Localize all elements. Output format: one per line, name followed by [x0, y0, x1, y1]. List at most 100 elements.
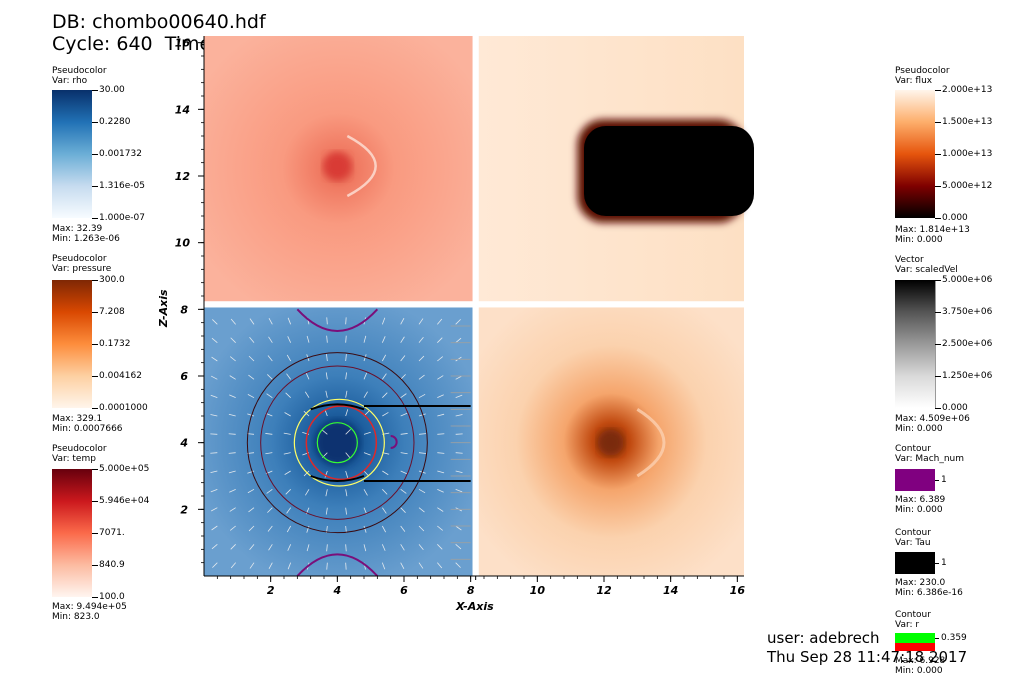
velocity-arrow	[248, 355, 255, 362]
velocity-arrow	[474, 376, 480, 379]
velocity-arrow	[381, 317, 386, 325]
legend-flux-min: Min: 0.000	[895, 235, 943, 245]
velocity-arrow	[230, 562, 236, 569]
legend-mach-min: Min: 0.000	[895, 505, 943, 515]
legend-tau-header: Contour Var: Tau	[895, 528, 931, 548]
velocity-arrow	[268, 318, 273, 325]
velocity-arrow	[303, 470, 310, 477]
legend-temp-title: Pseudocolor	[52, 444, 107, 454]
velocity-arrow	[287, 562, 292, 570]
velocity-arrow	[455, 414, 463, 417]
velocity-arrow	[326, 525, 328, 533]
velocity-arrow	[437, 433, 445, 435]
velocity-arrow	[437, 562, 443, 569]
legend-rho-tick-label: 0.2280	[99, 117, 131, 127]
legend-velocity-colorbar	[895, 280, 936, 408]
velocity-arrow	[437, 544, 443, 550]
velocity-arrow	[268, 544, 273, 551]
velocity-arrow	[246, 433, 255, 435]
legend-mach-header: Contour Var: Mach_num	[895, 444, 964, 464]
legend-flux-tick-label: 1.500e+13	[942, 117, 993, 127]
velocity-arrow	[229, 507, 236, 512]
legend-temp-colorbar	[52, 469, 92, 597]
velocity-arrow	[322, 452, 328, 458]
velocity-arrow	[437, 413, 445, 417]
legend-rho-title: Pseudocolor	[52, 66, 107, 76]
velocity-arrow	[302, 431, 310, 435]
velocity-arrow	[400, 355, 406, 362]
velocity-arrow	[228, 452, 236, 454]
legend-r-max: Max: 6.928	[895, 656, 946, 666]
legend-rho-tick-mark	[92, 90, 98, 91]
velocity-arrow	[363, 470, 370, 477]
legend-pressure-tick-label: 0.004162	[99, 371, 142, 381]
legend-rho-tick-label: 30.00	[99, 85, 125, 95]
legend-r-header: Contour Var: r	[895, 610, 931, 630]
velocity-arrow	[363, 372, 368, 380]
velocity-arrow	[265, 452, 273, 455]
y-tick-label: 4	[179, 437, 188, 450]
legend-r-min: Min: 0.000	[895, 666, 943, 676]
velocity-arrow	[363, 431, 371, 435]
velocity-arrow	[363, 562, 366, 570]
x-tick-label: 6	[400, 584, 408, 597]
velocity-arrow	[284, 412, 291, 417]
velocity-arrow	[400, 489, 407, 494]
legend-mach-max: Max: 6.389	[895, 495, 946, 505]
velocity-arrow	[381, 354, 387, 362]
x-tick-label: 10	[530, 584, 546, 597]
legend-r-swatch	[895, 633, 935, 651]
legend-pressure-tick-mark	[92, 280, 98, 281]
velocity-arrow	[455, 562, 461, 568]
velocity-arrow	[418, 433, 427, 435]
velocity-arrow	[345, 452, 351, 459]
legend-tau-min: Min: 6.386e-16	[895, 588, 963, 598]
legend-velocity-header: Vector Var: scaledVel	[895, 255, 958, 275]
velocity-arrow	[306, 544, 310, 552]
velocity-arrow	[345, 470, 349, 478]
velocity-arrow	[363, 410, 370, 417]
legend-temp-tick-label: 840.9	[99, 560, 125, 570]
velocity-arrow	[266, 489, 273, 494]
velocity-arrow	[283, 432, 291, 435]
velocity-arrow	[474, 339, 480, 343]
legend-pressure-tick-label: 7.208	[99, 307, 125, 317]
velocity-arrow	[229, 356, 236, 362]
legend-flux-tick-label: 0.000	[942, 213, 968, 223]
density-core	[315, 420, 360, 465]
velocity-arrow	[474, 453, 481, 454]
velocity-arrow	[455, 525, 462, 531]
legend-temp-header: Pseudocolor Var: temp	[52, 444, 107, 464]
r-contour-green	[316, 422, 358, 464]
velocity-arrow	[418, 374, 425, 380]
legend-mach-var: Var: Mach_num	[895, 454, 965, 464]
velocity-arrow	[283, 452, 291, 455]
velocity-arrow	[307, 562, 310, 570]
legend-flux-tick-label: 5.000e+12	[942, 181, 993, 191]
velocity-arrow	[419, 300, 423, 306]
velocity-arrow	[400, 452, 408, 455]
velocity-arrow	[247, 393, 255, 399]
velocity-arrow	[401, 300, 404, 306]
legend-tau-title: Contour	[895, 528, 931, 538]
legend-pressure-tick-label: 0.1732	[99, 339, 131, 349]
velocity-arrow	[437, 318, 443, 325]
legend-temp-tick-label: 5.946e+04	[99, 496, 150, 506]
y-tick-label: 12	[175, 170, 191, 183]
legend-velocity-tick-label: 2.500e+06	[942, 339, 993, 349]
legend-rho-tick-label: 1.000e-07	[99, 213, 146, 223]
velocity-arrow	[249, 318, 255, 325]
velocity-arrow	[265, 412, 273, 417]
velocity-arrow	[326, 354, 328, 362]
velocity-arrow	[345, 507, 347, 515]
velocity-arrow	[249, 337, 255, 343]
velocity-arrow	[326, 317, 328, 325]
velocity-arrow	[474, 301, 479, 306]
velocity-arrow	[267, 355, 273, 362]
velocity-arrow	[474, 544, 480, 548]
legend-temp-var: Var: temp	[52, 454, 96, 464]
velocity-arrow	[306, 335, 310, 343]
velocity-arrow	[286, 354, 292, 362]
velocity-arrow	[302, 452, 310, 456]
velocity-arrow	[212, 562, 218, 568]
